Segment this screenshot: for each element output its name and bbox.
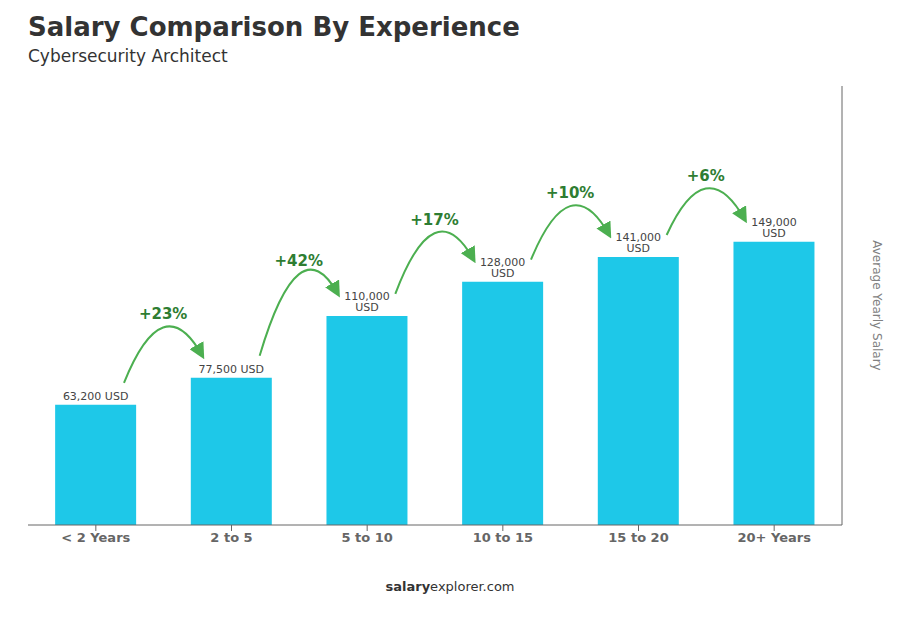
svg-text:< 2 Years: < 2 Years (61, 530, 130, 545)
svg-text:+6%: +6% (687, 167, 725, 185)
svg-text:+10%: +10% (546, 184, 594, 202)
svg-text:10 to 15: 10 to 15 (473, 530, 533, 545)
svg-text:149,000USD: 149,000USD (751, 216, 797, 240)
svg-text:2 to 5: 2 to 5 (210, 530, 252, 545)
html-text:Salary Comparison By Experienc: Salary Comparison By Experience (28, 12, 520, 42)
svg-text:+17%: +17% (410, 211, 458, 229)
svg-text:+42%: +42% (275, 252, 323, 270)
svg-text:63,200 USD: 63,200 USD (63, 390, 129, 403)
html-text:Cybersecurity Architect: Cybersecurity Architect (28, 46, 228, 66)
svg-text:128,000USD: 128,000USD (480, 256, 526, 280)
html-text:salary explorer.com: salary explorer.com (385, 579, 515, 594)
svg-text:20+ Years: 20+ Years (737, 530, 811, 545)
svg-text:Average Yearly Salary: Average Yearly Salary (870, 240, 884, 370)
svg-text:+23%: +23% (139, 305, 187, 323)
svg-text:110,000USD: 110,000USD (344, 290, 390, 314)
svg-text:141,000USD: 141,000USD (616, 231, 662, 255)
svg-text:15 to 20: 15 to 20 (608, 530, 668, 545)
svg-text:77,500 USD: 77,500 USD (199, 363, 265, 376)
svg-text:5 to 10: 5 to 10 (341, 530, 392, 545)
